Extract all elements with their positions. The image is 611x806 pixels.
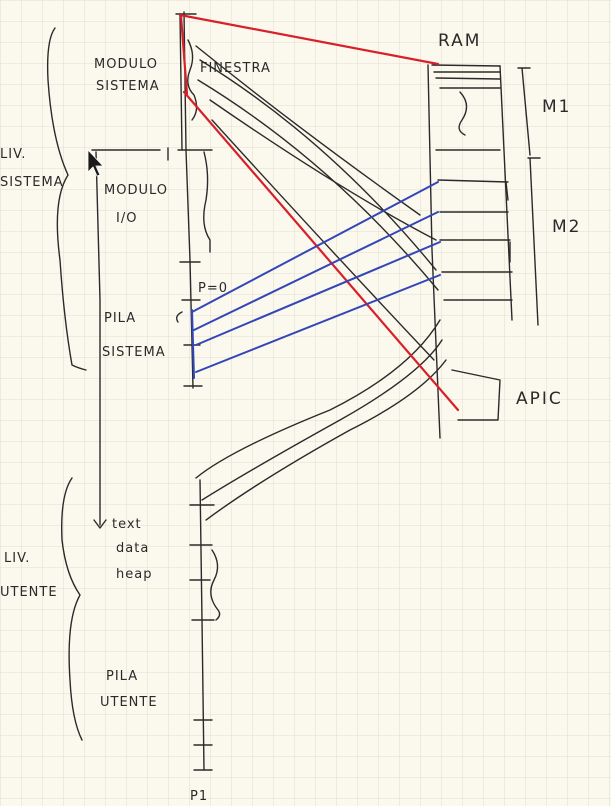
- label-pila-sistema-2: SISTEMA: [102, 345, 166, 360]
- squiggle-finestra: [187, 39, 198, 121]
- blue-left-edge: [191, 309, 195, 379]
- label-p1: P1: [190, 789, 208, 804]
- label-m1: M1: [542, 97, 571, 117]
- label-modulo-sistema-1: MODULO: [94, 57, 158, 72]
- ram-squiggle: [458, 91, 468, 136]
- mapping-curve-1: [199, 59, 437, 271]
- squiggle-io: [203, 151, 211, 253]
- label-apic: APIC: [516, 389, 563, 409]
- label-data: data: [116, 541, 149, 556]
- red-left-edge: [179, 14, 189, 96]
- label-p-zero: P=0: [198, 281, 228, 296]
- ram-frames: [437, 179, 513, 301]
- user-ticks: [189, 504, 215, 771]
- mouse-cursor-icon: [87, 148, 104, 177]
- label-pila-utente-1: PILA: [106, 669, 138, 684]
- brace-liv-sistema: [46, 27, 87, 371]
- label-liv-sistema-2: SISTEMA: [0, 175, 64, 190]
- apic-box: [451, 369, 501, 421]
- label-modulo-io-2: I/O: [116, 211, 137, 226]
- mapping-curve-3: [209, 99, 437, 241]
- label-finestra: FINESTRA: [200, 61, 271, 76]
- ram-box-left: [427, 64, 441, 439]
- label-modulo-io-1: MODULO: [104, 183, 168, 198]
- brace-liv-utente: [61, 477, 83, 741]
- io-boundary-bar: [91, 147, 213, 161]
- red-mapping-apic: [182, 90, 460, 412]
- pila-mark: [175, 311, 183, 323]
- label-liv-utente-2: UTENTE: [0, 585, 58, 600]
- label-pila-utente-2: UTENTE: [100, 695, 158, 710]
- label-liv-sistema-1: LIV.: [0, 147, 26, 162]
- blue-mapping-2: [193, 211, 439, 331]
- m2-range: [527, 157, 541, 326]
- address-space-line-b: [179, 13, 183, 151]
- squiggle-heap: [210, 549, 221, 621]
- red-mapping-top: [178, 13, 440, 66]
- label-ram: RAM: [438, 31, 481, 51]
- down-arrow-line: [95, 151, 101, 526]
- ram-top-rows: [433, 71, 501, 89]
- blue-mapping-3: [195, 241, 441, 346]
- label-modulo-sistema-2: SISTEMA: [96, 79, 160, 94]
- mapping-curve-4: [195, 45, 421, 216]
- ram-box-top: [431, 64, 501, 67]
- down-arrow-head: [93, 519, 107, 529]
- blue-mapping-1: [191, 181, 439, 313]
- label-pila-sistema-1: PILA: [104, 311, 136, 326]
- mapping-curve-5: [211, 119, 435, 361]
- ram-frame-right: [505, 181, 511, 263]
- mapping-curve-2: [197, 79, 439, 291]
- label-heap: heap: [116, 567, 152, 582]
- user-mapping-curve-2: [201, 339, 443, 501]
- user-mapping-curve-1: [195, 319, 441, 479]
- ram-box-right: [499, 65, 513, 321]
- label-text: text: [112, 517, 142, 532]
- label-m2: M2: [552, 217, 581, 237]
- m1-range: [517, 67, 531, 156]
- blue-mapping-4: [195, 274, 441, 373]
- pila-sistema-ticks: [179, 261, 203, 387]
- user-mapping-curve-3: [205, 359, 447, 521]
- label-liv-utente-1: LIV.: [4, 551, 30, 566]
